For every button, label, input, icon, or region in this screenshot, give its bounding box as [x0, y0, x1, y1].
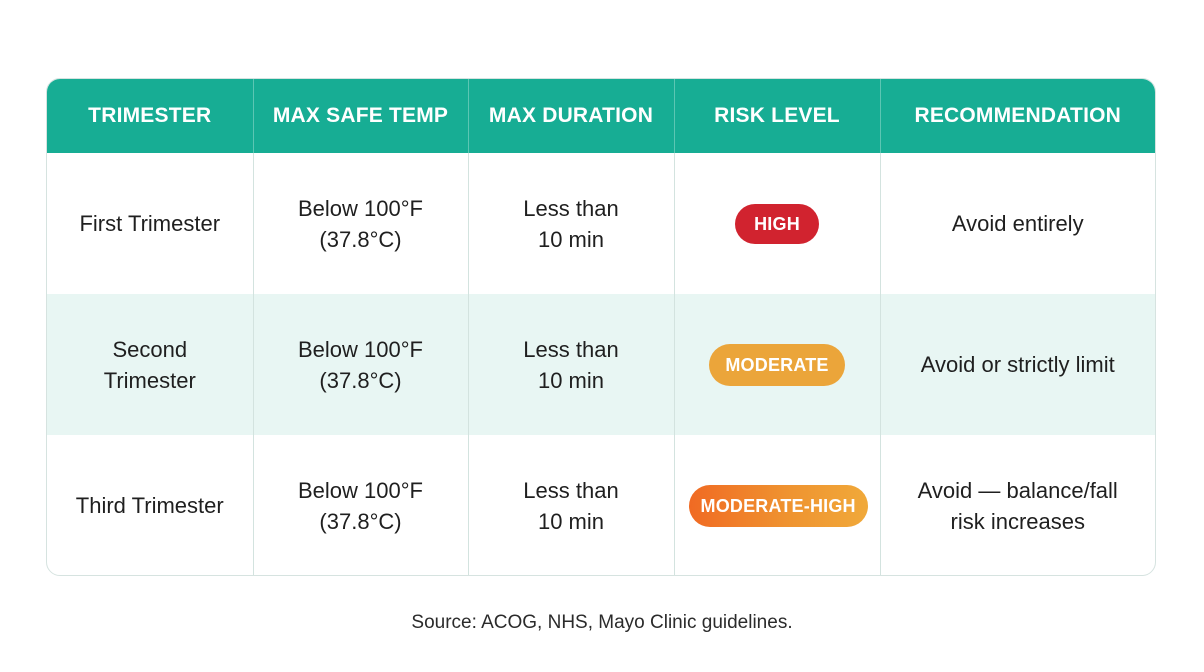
risk-badge-high: HIGH	[735, 203, 819, 244]
temp-line-1: Below 100°F	[298, 477, 423, 503]
cell-recommendation: Avoid entirely	[880, 153, 1155, 294]
trimester-label-line-2: Trimester	[103, 367, 196, 393]
cell-trimester: Third Trimester	[47, 435, 254, 575]
recommendation-line-1: Avoid entirely	[951, 211, 1084, 236]
header-risk-level: RISK LEVEL	[674, 79, 881, 153]
duration-line-2: 10 min	[537, 508, 605, 534]
cell-max-safe-temp: Below 100°F (37.8°C)	[253, 294, 469, 435]
duration-line-1: Less than	[523, 336, 619, 362]
cell-max-duration: Less than 10 min	[468, 153, 675, 294]
recommendation-line-2: risk increases	[950, 508, 1085, 534]
cell-trimester: First Trimester	[47, 153, 254, 294]
header-row: TRIMESTER MAX SAFE TEMP MAX DURATION RIS…	[47, 79, 1155, 153]
temp-line-2: (37.8°C)	[319, 508, 402, 534]
recommendation-line-1: Avoid or strictly limit	[920, 352, 1115, 377]
cell-max-duration: Less than 10 min	[468, 294, 675, 435]
risk-badge-moderate: MODERATE	[709, 343, 845, 386]
cell-max-duration: Less than 10 min	[468, 435, 675, 575]
temp-line-2: (37.8°C)	[319, 367, 402, 393]
trimester-label: First Trimester	[79, 211, 221, 236]
table-row: Second Trimester Below 100°F (37.8°C) Le…	[47, 294, 1155, 435]
cell-recommendation: Avoid or strictly limit	[880, 294, 1155, 435]
cell-trimester: Second Trimester	[47, 294, 254, 435]
cell-max-safe-temp: Below 100°F (37.8°C)	[253, 153, 469, 294]
cell-risk-level: HIGH	[674, 153, 881, 294]
header-max-duration: MAX DURATION	[468, 79, 675, 153]
temp-line-1: Below 100°F	[298, 336, 423, 362]
cell-max-safe-temp: Below 100°F (37.8°C)	[253, 435, 469, 575]
header-max-safe-temp: MAX SAFE TEMP	[253, 79, 469, 153]
temp-line-1: Below 100°F	[298, 195, 423, 221]
header-trimester: TRIMESTER	[47, 79, 254, 153]
trimester-guidelines-table: TRIMESTER MAX SAFE TEMP MAX DURATION RIS…	[46, 78, 1156, 576]
cell-risk-level: MODERATE-HIGH	[674, 435, 881, 575]
duration-line-1: Less than	[523, 195, 619, 221]
table-row: Third Trimester Below 100°F (37.8°C) Les…	[47, 435, 1155, 575]
trimester-label: Third Trimester	[75, 493, 224, 518]
cell-risk-level: MODERATE	[674, 294, 881, 435]
source-note: Source: ACOG, NHS, Mayo Clinic guideline…	[411, 612, 793, 633]
table-row: First Trimester Below 100°F (37.8°C) Les…	[47, 153, 1155, 294]
table: TRIMESTER MAX SAFE TEMP MAX DURATION RIS…	[47, 79, 1155, 575]
table-header: TRIMESTER MAX SAFE TEMP MAX DURATION RIS…	[47, 79, 1155, 153]
recommendation-line-1: Avoid — balance/fall	[917, 477, 1118, 503]
duration-line-2: 10 min	[537, 367, 605, 393]
header-recommendation: RECOMMENDATION	[880, 79, 1155, 153]
cell-recommendation: Avoid — balance/fall risk increases	[880, 435, 1155, 575]
risk-badge-moderate-high: MODERATE-HIGH	[688, 484, 868, 527]
table-body: First Trimester Below 100°F (37.8°C) Les…	[47, 153, 1155, 575]
trimester-label-line-1: Second	[112, 336, 188, 362]
duration-line-1: Less than	[523, 477, 619, 503]
duration-line-2: 10 min	[537, 226, 605, 252]
temp-line-2: (37.8°C)	[319, 226, 402, 252]
